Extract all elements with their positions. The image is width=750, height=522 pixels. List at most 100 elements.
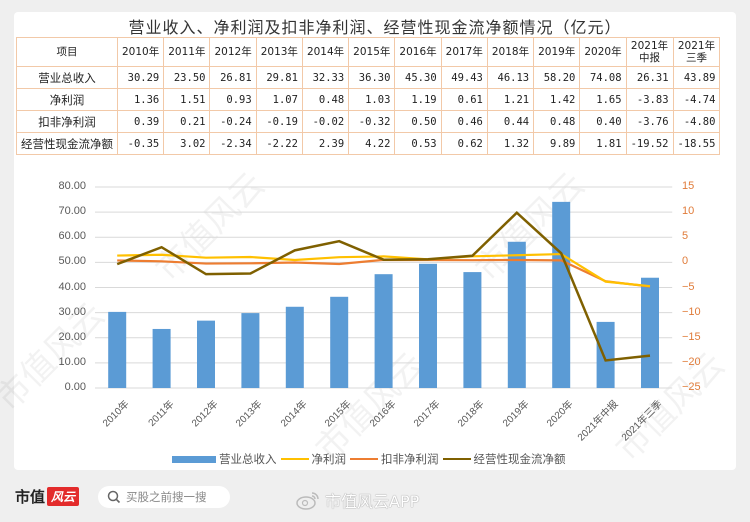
bar bbox=[330, 296, 349, 388]
header-line: 三季 bbox=[685, 52, 707, 64]
table-cell: -0.19 bbox=[255, 110, 303, 133]
table-cell: -2.22 bbox=[255, 132, 303, 155]
bar bbox=[197, 320, 215, 388]
table-cell: 58.20 bbox=[533, 66, 581, 89]
brand-logo[interactable]: 市值 风云 bbox=[15, 486, 80, 507]
table-cell: 29.81 bbox=[255, 66, 303, 89]
table-cell: 0.40 bbox=[579, 110, 627, 133]
bar bbox=[507, 241, 526, 388]
bar bbox=[463, 272, 482, 388]
table-cell: 46.13 bbox=[486, 66, 535, 89]
table-cell: 4.22 bbox=[348, 132, 396, 155]
weibo-watermark: 市值风云APP bbox=[295, 488, 419, 512]
table-cell: -0.32 bbox=[348, 110, 396, 133]
bar bbox=[285, 306, 304, 388]
table-header-cell: 2012年 bbox=[209, 37, 257, 67]
y-right-tick: −10 bbox=[682, 305, 701, 318]
weibo-icon bbox=[296, 492, 319, 510]
table-cell: 0.46 bbox=[440, 110, 488, 133]
table-cell: 74.08 bbox=[579, 66, 627, 89]
y-right-tick: 0 bbox=[682, 255, 689, 268]
legend-swatch-line bbox=[280, 458, 309, 460]
table-cell: 0.39 bbox=[116, 110, 165, 133]
y-right-tick: 5 bbox=[682, 230, 689, 243]
table-cell: -0.35 bbox=[116, 132, 165, 155]
table-cell: -4.74 bbox=[672, 88, 721, 111]
row-label: 营业总收入 bbox=[16, 66, 118, 89]
chart-title: 营业收入、净利润及扣非净利润、经营性现金流净额情况（亿元） bbox=[128, 18, 622, 37]
table-header-cell: 2013年 bbox=[255, 37, 303, 67]
legend-swatch-line bbox=[350, 458, 378, 460]
table-cell: 1.51 bbox=[163, 88, 211, 111]
row-label: 扣非净利润 bbox=[16, 110, 118, 133]
financial-table: 项目 2010年 2011年 2012年 2013年 2014年 2015年 2… bbox=[16, 37, 721, 155]
bar bbox=[552, 201, 571, 388]
footer-bar: 市值 风云 买股之前搜一搜 市值风云APP bbox=[0, 478, 750, 522]
y-left-tick: 40.00 bbox=[58, 280, 86, 293]
line-3 bbox=[116, 210, 651, 362]
table-header-cell: 2015年 bbox=[348, 37, 396, 67]
table-cell: 43.89 bbox=[672, 66, 721, 89]
table-cell: 0.44 bbox=[486, 110, 535, 133]
y-left-tick: 80.00 bbox=[58, 180, 86, 192]
table-cell: -4.80 bbox=[672, 110, 721, 133]
bar bbox=[596, 321, 615, 388]
legend-label: 净利润 bbox=[311, 452, 347, 466]
y-right-tick: −25 bbox=[682, 381, 701, 393]
table-cell: 2.39 bbox=[301, 132, 350, 155]
table-header-cell: 2018年 bbox=[486, 37, 535, 67]
search-box[interactable]: 买股之前搜一搜 bbox=[98, 486, 230, 508]
bar bbox=[419, 263, 437, 388]
table-cell: 0.61 bbox=[440, 88, 488, 111]
table-cell: -3.83 bbox=[625, 88, 674, 111]
bar bbox=[152, 328, 171, 388]
table-cell: 26.31 bbox=[625, 66, 674, 89]
table-cell: 32.33 bbox=[301, 66, 350, 89]
header-line: 2021年 bbox=[677, 40, 716, 52]
table-cell: 1.03 bbox=[348, 88, 396, 111]
table-cell: 1.32 bbox=[486, 132, 535, 155]
search-placeholder: 买股之前搜一搜 bbox=[126, 490, 207, 504]
y-left-tick: 20.00 bbox=[58, 330, 86, 343]
table-cell: 9.89 bbox=[533, 132, 581, 155]
table-cell: 1.21 bbox=[486, 88, 535, 111]
table-header-cell: 2010年 bbox=[116, 37, 165, 67]
table-cell: 0.48 bbox=[301, 88, 350, 111]
table-cell: 0.48 bbox=[533, 110, 581, 133]
y-right-tick: 15 bbox=[682, 180, 695, 192]
row-label: 经营性现金流净额 bbox=[16, 132, 118, 155]
y-right-tick: −20 bbox=[682, 355, 701, 368]
table-cell: 0.93 bbox=[209, 88, 257, 111]
table-cell: 1.07 bbox=[255, 88, 303, 111]
table-cell: 0.21 bbox=[163, 110, 211, 133]
y-right-tick: −5 bbox=[682, 280, 695, 293]
table-cell: 0.53 bbox=[394, 132, 442, 155]
table-row: 营业总收入 30.29 23.50 26.81 29.81 32.33 36.30 45.30… bbox=[16, 66, 721, 89]
legend-swatch-line bbox=[442, 458, 471, 460]
table-header-row: 项目 2010年 2011年 2012年 2013年 2014年 2015年 2… bbox=[16, 37, 721, 67]
y-left-tick: 70.00 bbox=[58, 205, 86, 218]
bar-series-revenue bbox=[108, 201, 659, 388]
search-icon bbox=[107, 490, 121, 504]
table-cell: -2.34 bbox=[209, 132, 257, 155]
table-header-cell: 2021年 三季 bbox=[672, 37, 721, 67]
table-header-cell: 2019年 bbox=[533, 37, 581, 67]
bar bbox=[641, 277, 659, 388]
combo-chart bbox=[95, 186, 673, 389]
table-header-cell: 2021年 中报 bbox=[625, 37, 674, 67]
table-cell: 45.30 bbox=[394, 66, 442, 89]
legend-label: 营业总收入 bbox=[219, 452, 277, 466]
y-left-tick: 0.00 bbox=[64, 381, 86, 393]
table-header-cell: 2016年 bbox=[394, 37, 442, 67]
y-left-tick: 60.00 bbox=[58, 230, 86, 243]
chart-legend: 营业总收入 净利润 扣非净利润 经营性现金流净额 bbox=[168, 451, 566, 467]
logo-text: 市值 bbox=[15, 488, 46, 506]
table-cell: -18.55 bbox=[672, 132, 721, 155]
y-right-tick: 10 bbox=[682, 205, 695, 218]
table-cell: 30.29 bbox=[116, 66, 165, 89]
bar bbox=[108, 311, 127, 388]
table-cell: -19.52 bbox=[625, 132, 674, 155]
y-right-tick: −15 bbox=[682, 330, 701, 343]
table-row: 经营性现金流净额 -0.35 3.02 -2.34 -2.22 2.39 4.22 0.53 0… bbox=[16, 132, 721, 155]
table-cell: 1.19 bbox=[394, 88, 442, 111]
